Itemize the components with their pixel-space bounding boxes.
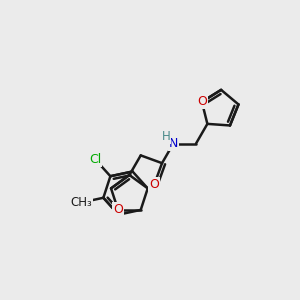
Text: H: H: [162, 130, 170, 143]
Text: CH₃: CH₃: [70, 196, 92, 209]
Text: O: O: [197, 95, 207, 108]
Text: O: O: [113, 203, 123, 216]
Text: Cl: Cl: [89, 153, 101, 166]
Text: O: O: [149, 178, 159, 191]
Text: N: N: [169, 137, 178, 150]
